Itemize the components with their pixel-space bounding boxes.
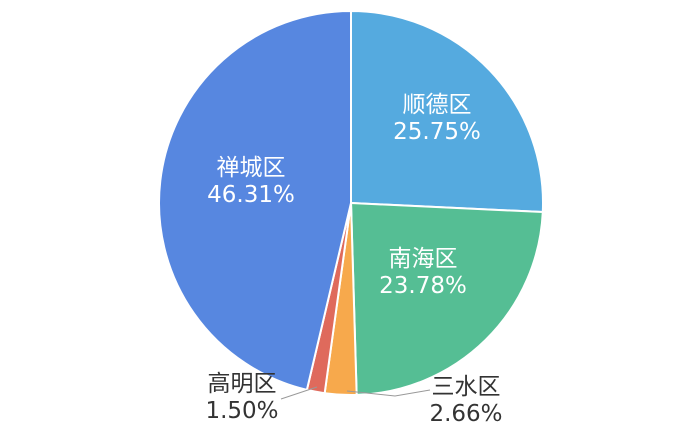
pie-slice-shunde[interactable] (350, 10, 544, 214)
pie-slice-chancheng[interactable] (158, 10, 352, 391)
pie-slice-nanhai[interactable] (350, 202, 544, 396)
slice-name-label-gaoming: 高明区 (208, 371, 277, 397)
slice-percent-label-nanhai: 23.78% (379, 273, 467, 299)
slice-name-label-nanhai: 南海区 (389, 246, 458, 272)
slice-name-label-shunde: 顺德区 (403, 92, 472, 118)
slice-name-label-sanshui: 三水区 (432, 374, 501, 400)
slice-percent-label-gaoming: 1.50% (205, 398, 278, 424)
slice-percent-label-chancheng: 46.31% (207, 182, 295, 208)
slice-percent-label-sanshui: 2.66% (429, 401, 502, 427)
leader-line-gaoming (280, 386, 318, 400)
slice-percent-label-shunde: 25.75% (393, 119, 481, 145)
slice-name-label-chancheng: 禅城区 (217, 155, 286, 181)
leader-line-sanshui (346, 389, 431, 397)
